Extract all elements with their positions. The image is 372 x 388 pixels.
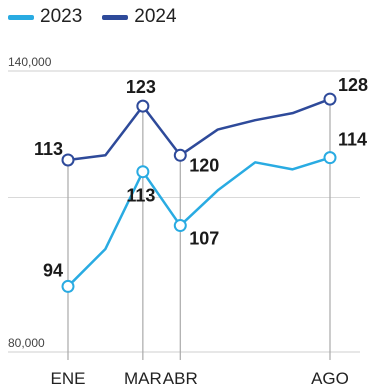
data-label-2024-2: 120 [189,155,219,175]
data-label-2024-0: 113 [34,139,63,159]
series-line-2024 [67,97,331,162]
marker-2024-3 [323,92,337,106]
legend-item-2024: 2024 [102,6,177,28]
x-tick-label-1: MAR [124,369,162,388]
legend-label-2023: 2023 [40,6,83,27]
data-label-2023-3: 114 [338,130,367,150]
marker-2023-3 [323,151,337,165]
legend-swatch-2023 [8,14,34,20]
data-label-2024-3: 128 [338,75,368,95]
marker-2024-2 [173,148,187,162]
legend-swatch-2024 [102,14,129,20]
legend: 2023 2024 [8,6,177,28]
marker-2023-2 [173,219,187,233]
x-tick-label-2: ABR [163,369,198,388]
data-label-2023-1: 113 [126,186,155,206]
data-label-2024-1: 123 [126,77,156,97]
legend-item-2023: 2023 [8,6,82,28]
y-tick-label-1: 80,000 [8,336,45,350]
marker-2023-0 [61,279,75,293]
x-tick-label-3: AGO [311,369,349,388]
legend-label-2024: 2024 [134,6,177,27]
marker-2023-1 [136,165,150,179]
y-tick-label-0: 140,000 [8,55,52,69]
marker-2024-1 [136,99,150,113]
series-line-2023 [67,156,331,288]
x-tick-label-0: ENE [51,369,86,388]
marker-2024-0 [61,153,75,167]
data-label-2023-2: 107 [189,229,219,249]
data-label-2023-0: 94 [43,260,63,280]
